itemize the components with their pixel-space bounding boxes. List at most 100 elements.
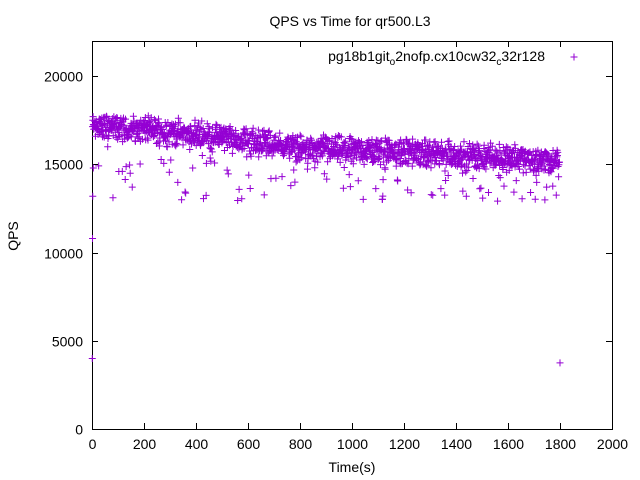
data-point [266,131,274,139]
data-point [88,354,96,362]
data-point [222,125,230,133]
legend-label-part: o [390,57,396,68]
data-point [381,165,389,173]
data-point [549,182,557,190]
data-point [548,165,556,173]
data-point [444,172,452,180]
data-point [376,154,384,162]
data-point [314,158,322,166]
data-point [510,188,518,196]
data-point [182,189,190,197]
plot-frame [92,41,613,430]
legend-label: pg18b1gito2nofp.cx10cw32c32r128 [328,48,545,68]
data-point [187,122,195,130]
data-point [477,184,485,192]
data-point [181,188,189,196]
x-tick-label: 0 [89,436,97,452]
data-point [527,188,535,196]
data-point [340,164,348,172]
data-point [414,140,422,148]
data-point [394,177,402,185]
data-point [437,138,445,146]
data-point [479,194,487,202]
data-point [534,146,542,154]
data-point [144,136,152,144]
data-point [439,157,447,165]
data-point [404,160,412,168]
data-point [339,145,347,153]
data-point [475,147,483,155]
data-point [109,194,117,202]
data-point [89,192,97,200]
data-point [383,158,391,166]
data-point [485,188,493,196]
data-point [496,174,504,182]
data-point [141,114,149,122]
data-point [287,182,295,190]
data-point [126,161,134,169]
data-point [508,161,516,169]
data-point [345,142,353,150]
data-point [89,113,97,121]
data-point [552,191,560,199]
data-point [261,138,269,146]
data-point [337,133,345,141]
data-point [270,133,278,141]
data-point [555,173,563,181]
data-point [291,178,299,186]
data-point [234,197,242,205]
data-point [547,168,555,176]
data-point [89,235,97,243]
y-tick-label: 0 [75,422,83,438]
data-point [460,138,468,146]
data-point [427,164,435,172]
data-point [138,135,146,143]
data-point [446,148,454,156]
data-point [470,150,478,158]
data-point [290,166,298,174]
data-point [206,144,214,152]
data-point [359,195,367,203]
x-tick-label: 1400 [441,436,472,452]
x-tick-label: 1000 [337,436,368,452]
data-point [163,143,171,151]
data-point [191,116,199,124]
data-point [127,133,135,141]
data-point [403,136,411,144]
chart-title: QPS vs Time for qr500.L3 [269,13,430,29]
y-tick-label: 20000 [44,69,83,85]
data-point [321,143,329,151]
data-point [319,138,327,146]
data-point [228,149,236,157]
data-point [176,119,184,127]
data-point [465,163,473,171]
data-point [505,166,513,174]
data-point [533,178,541,186]
data-point [329,142,337,150]
data-point [240,144,248,152]
data-point [121,175,129,183]
data-point [555,158,563,166]
data-point [423,157,431,165]
legend-label-part: 2nofp.cx10cw32 [395,48,496,64]
data-point [435,161,443,169]
data-point [189,164,197,172]
data-point [495,140,503,148]
data-point [249,124,257,132]
data-point [347,135,355,143]
data-point [493,147,501,155]
data-point [482,165,490,173]
legend-marker [570,53,578,61]
data-point [398,139,406,147]
data-point [245,171,253,179]
data-point [206,128,214,136]
data-point [129,112,137,120]
data-point [522,168,530,176]
data-point [354,177,362,185]
data-point [136,160,144,168]
data-point [141,116,149,124]
data-point [362,154,370,162]
data-point [179,141,187,149]
data-point [378,137,386,145]
data-point [186,146,194,154]
